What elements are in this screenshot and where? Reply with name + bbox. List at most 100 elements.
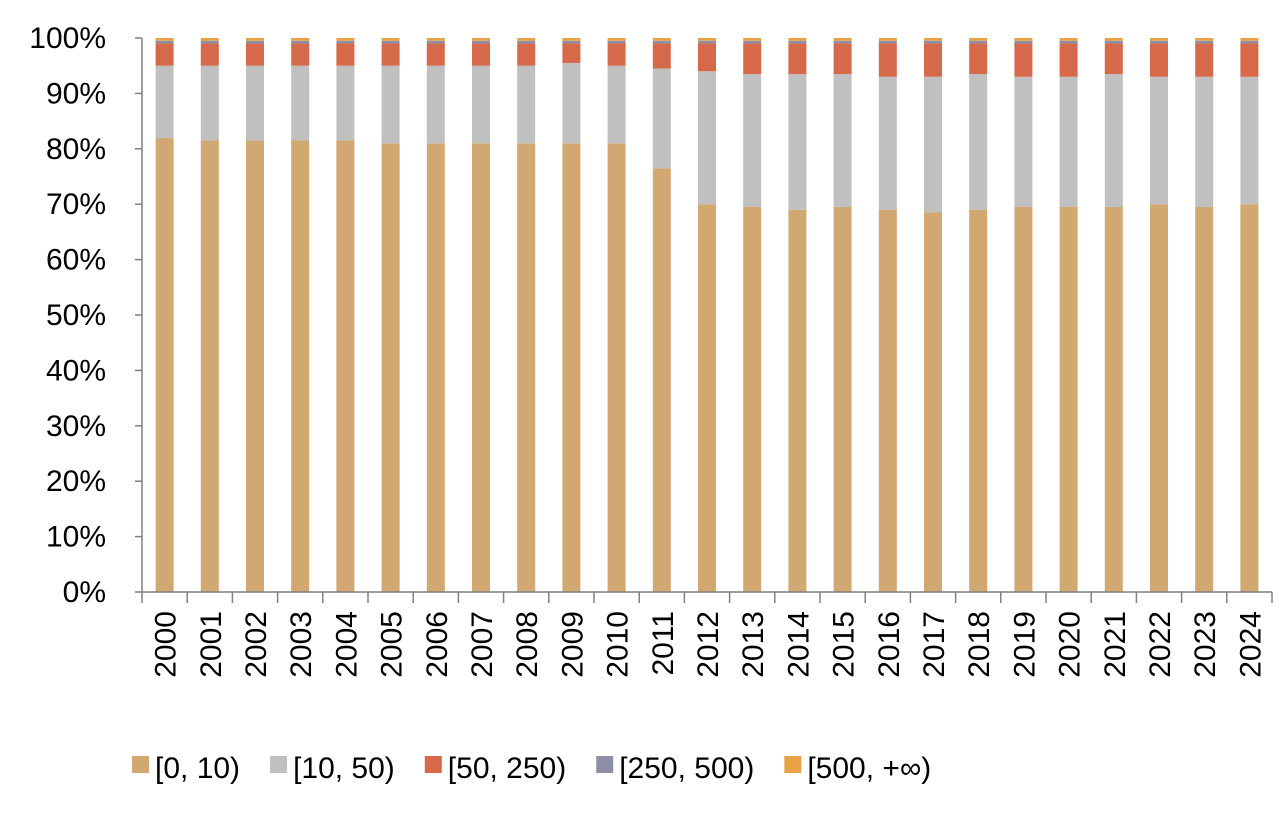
bar-segment-2006-series-3 (426, 40, 445, 44)
x-tick-label: 2019 (1008, 611, 1041, 678)
bar-segment-2000-series-1 (155, 65, 174, 138)
bar-segment-2013-series-2 (743, 43, 762, 75)
bar-segment-2003-series-0 (291, 140, 310, 593)
bar-segment-2001-series-2 (200, 43, 219, 66)
bar-segment-2000-series-2 (155, 43, 174, 66)
bar-segment-2011-series-1 (652, 68, 671, 169)
bar-segment-2018-series-1 (969, 74, 988, 210)
bar-segment-2017-series-4 (924, 38, 942, 41)
bar-segment-2008-series-2 (517, 43, 536, 66)
bar-segment-2015-series-4 (833, 38, 852, 41)
legend-label-4: [500, +∞) (807, 752, 931, 785)
bar-segment-2016-series-1 (878, 76, 897, 210)
bar-segment-2021-series-3 (1104, 40, 1123, 44)
bar-segment-2023-series-0 (1195, 206, 1214, 592)
bar-segment-2022-series-1 (1150, 76, 1168, 205)
y-tick-label: 10% (46, 521, 106, 554)
x-tick-label: 2014 (782, 611, 815, 678)
bar-segment-2023-series-2 (1195, 43, 1214, 77)
bar-segment-2002-series-4 (246, 38, 264, 41)
bar-segment-2012-series-3 (698, 40, 716, 44)
bar-segment-2012-series-1 (698, 71, 716, 205)
legend-swatch-1 (270, 756, 288, 773)
bar-segment-2015-series-0 (833, 206, 852, 592)
bar-segment-2016-series-3 (878, 40, 897, 44)
bar-segment-2010-series-3 (607, 40, 626, 44)
bar-segment-2013-series-1 (743, 74, 762, 207)
bar-segment-2022-series-0 (1150, 204, 1168, 592)
bar-segment-2024-series-4 (1240, 38, 1259, 41)
bar-segment-2018-series-0 (969, 209, 988, 593)
bar-segment-2005-series-0 (381, 143, 400, 592)
bar-segment-2010-series-2 (607, 43, 626, 66)
bar-segment-2021-series-1 (1104, 74, 1123, 207)
bar-segment-2007-series-1 (472, 65, 490, 144)
bar-segment-2002-series-1 (246, 65, 264, 141)
y-tick-label: 20% (46, 465, 106, 498)
bar-segment-2007-series-2 (472, 43, 490, 66)
bar-segment-2009-series-1 (562, 62, 581, 144)
bar-segment-2010-series-1 (607, 65, 626, 144)
bar-segment-2000-series-0 (155, 137, 174, 592)
bar-segment-2006-series-1 (426, 65, 445, 144)
x-tick-label: 2010 (602, 611, 635, 678)
x-tick-label: 2023 (1189, 611, 1222, 678)
bar-segment-2006-series-0 (426, 143, 445, 592)
bar-segment-2009-series-4 (562, 38, 581, 41)
bar-segment-2023-series-3 (1195, 40, 1214, 44)
bar-segment-2014-series-3 (788, 40, 807, 44)
bar-segment-2007-series-0 (472, 143, 490, 592)
bar-segment-2004-series-2 (336, 43, 355, 66)
bar-segment-2017-series-0 (924, 212, 942, 592)
bar-segment-2020-series-2 (1059, 43, 1078, 77)
x-tick-label: 2004 (330, 611, 363, 678)
bar-segment-2006-series-2 (426, 43, 445, 66)
bar-segment-2003-series-3 (291, 40, 310, 44)
x-tick-label: 2003 (285, 611, 318, 678)
y-tick-label: 50% (46, 299, 106, 332)
bar-segment-2014-series-0 (788, 209, 807, 593)
legend-label-2: [50, 250) (448, 752, 566, 785)
y-tick-label: 100% (29, 22, 106, 55)
x-tick-label: 2017 (918, 611, 951, 678)
bar-segment-2007-series-3 (472, 40, 490, 44)
x-tick-label: 2005 (376, 611, 409, 678)
bar-segment-2015-series-1 (833, 74, 852, 207)
bar-segment-2002-series-3 (246, 40, 264, 44)
y-tick-label: 80% (46, 133, 106, 166)
legend-swatch-0 (132, 756, 149, 773)
bar-segment-2021-series-2 (1104, 43, 1123, 75)
bar-segment-2008-series-0 (517, 143, 536, 592)
x-tick-label: 2006 (421, 611, 454, 678)
y-tick-label: 30% (46, 410, 106, 443)
bar-segment-2004-series-4 (336, 38, 355, 41)
bars-layer (155, 38, 1259, 593)
bar-segment-2005-series-3 (381, 40, 400, 44)
bar-segment-2019-series-1 (1014, 76, 1033, 207)
x-tick-label: 2013 (737, 611, 770, 678)
bar-segment-2005-series-4 (381, 38, 400, 41)
bar-segment-2013-series-4 (743, 38, 762, 41)
bar-segment-2024-series-1 (1240, 76, 1259, 205)
x-tick-label: 2011 (647, 611, 680, 676)
bar-segment-2005-series-1 (381, 65, 400, 144)
bar-segment-2017-series-1 (924, 76, 942, 213)
bar-segment-2019-series-0 (1014, 206, 1033, 592)
bar-segment-2020-series-3 (1059, 40, 1078, 44)
x-tick-label: 2001 (195, 611, 228, 678)
bar-segment-2002-series-0 (246, 140, 264, 593)
bar-segment-2008-series-4 (517, 38, 536, 41)
bar-segment-2024-series-0 (1240, 204, 1259, 592)
y-tick-label: 70% (46, 188, 106, 221)
bar-segment-2020-series-0 (1059, 206, 1078, 592)
bar-segment-2009-series-2 (562, 43, 581, 63)
bar-segment-2021-series-4 (1104, 38, 1123, 41)
legend-swatch-3 (596, 756, 614, 773)
bar-segment-2013-series-3 (743, 40, 762, 44)
bar-segment-2001-series-4 (200, 38, 219, 41)
bar-segment-2017-series-2 (924, 43, 942, 77)
bar-segment-2000-series-4 (155, 38, 174, 41)
y-tick-label: 0% (63, 576, 106, 609)
bar-segment-2001-series-0 (200, 140, 219, 593)
